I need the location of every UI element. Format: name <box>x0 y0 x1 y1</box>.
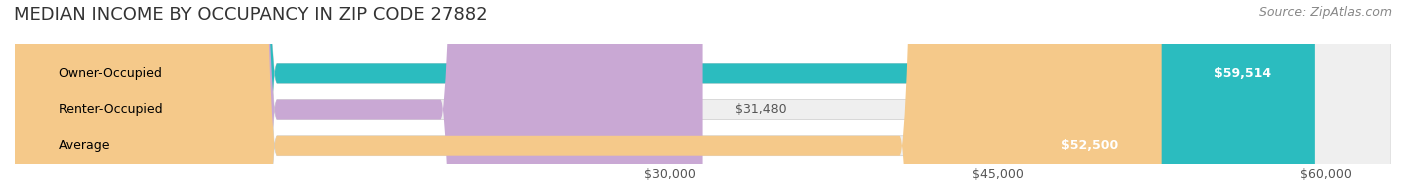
Text: Source: ZipAtlas.com: Source: ZipAtlas.com <box>1258 6 1392 19</box>
FancyBboxPatch shape <box>15 0 1315 196</box>
FancyBboxPatch shape <box>15 0 703 196</box>
Text: $59,514: $59,514 <box>1213 67 1271 80</box>
Text: Renter-Occupied: Renter-Occupied <box>59 103 163 116</box>
FancyBboxPatch shape <box>15 0 1391 196</box>
Text: MEDIAN INCOME BY OCCUPANCY IN ZIP CODE 27882: MEDIAN INCOME BY OCCUPANCY IN ZIP CODE 2… <box>14 6 488 24</box>
Text: Owner-Occupied: Owner-Occupied <box>59 67 163 80</box>
FancyBboxPatch shape <box>15 0 1391 196</box>
Text: Average: Average <box>59 139 110 152</box>
Text: $31,480: $31,480 <box>735 103 787 116</box>
Text: $52,500: $52,500 <box>1060 139 1118 152</box>
FancyBboxPatch shape <box>15 0 1391 196</box>
FancyBboxPatch shape <box>15 0 1161 196</box>
